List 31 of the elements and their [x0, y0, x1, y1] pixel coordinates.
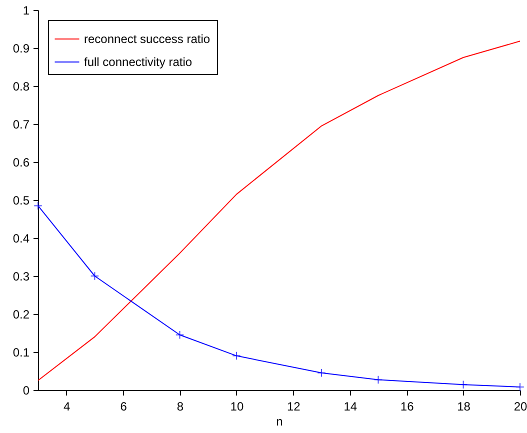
y-tick-label: 1: [22, 4, 30, 18]
x-tick-label: 12: [286, 400, 301, 414]
legend-label: reconnect success ratio: [84, 32, 210, 46]
y-tick-label: 0.2: [12, 308, 30, 322]
x-axis-title: n: [276, 414, 283, 428]
x-tick-label: 14: [344, 400, 358, 414]
point: [34, 201, 42, 210]
point: [516, 382, 524, 392]
x-tick-label: 8: [176, 400, 184, 414]
point: [232, 351, 241, 360]
x-tick-label: 10: [230, 400, 244, 414]
y-tick-label: 0.8: [12, 80, 30, 94]
y-tick-label: 0.3: [12, 270, 30, 284]
y-tick-label: 0.9: [12, 42, 30, 56]
point: [458, 380, 468, 390]
point: [90, 272, 100, 280]
point: [317, 368, 326, 378]
y-tick-label: 0.1: [12, 346, 30, 360]
legend-label: full connectivity ratio: [84, 55, 192, 69]
y-tick-label: 0.5: [12, 194, 30, 208]
x-tick-label: 20: [514, 400, 527, 414]
point: [374, 375, 383, 384]
y-tick-label: 0: [22, 384, 30, 398]
x-tick-label: 4: [64, 400, 71, 414]
point: [175, 330, 184, 340]
x-tick-label: 6: [120, 400, 128, 414]
y-tick-label: 0.6: [12, 156, 30, 170]
x-tick-label: 16: [400, 400, 414, 414]
y-tick-label: 0.4: [12, 232, 30, 246]
x-tick-label: 18: [457, 400, 471, 414]
y-tick-label: 0.7: [12, 118, 30, 132]
